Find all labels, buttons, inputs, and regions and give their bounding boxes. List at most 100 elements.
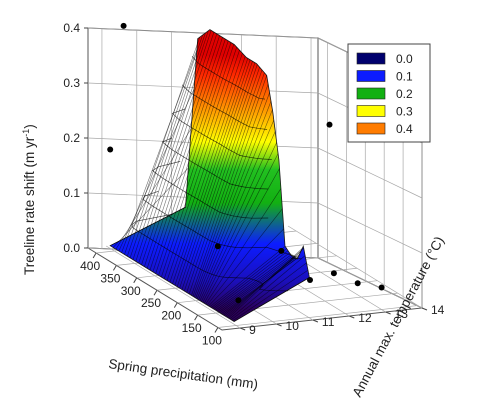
x-tick-mark <box>133 277 138 284</box>
observation-points <box>107 22 385 304</box>
mesh-line <box>188 72 265 295</box>
y-tick-mark <box>349 315 355 319</box>
mesh-line <box>138 32 215 264</box>
z-tick-label: 0.4 <box>63 21 80 35</box>
legend-swatch <box>356 70 386 82</box>
mesh-line <box>205 188 282 305</box>
legend-label: 0.4 <box>396 122 413 136</box>
mesh-line <box>208 228 285 307</box>
mesh-line <box>226 248 303 318</box>
mesh-line <box>110 206 186 246</box>
mesh-line <box>141 33 218 265</box>
x-tick-mark <box>112 265 117 271</box>
x-tick-mark <box>92 252 97 259</box>
legend-swatch <box>356 52 386 65</box>
mesh-line <box>228 248 304 319</box>
observation-point <box>378 284 385 291</box>
x-tick-mark <box>194 314 199 321</box>
contour-line <box>171 108 272 160</box>
z-tick-label: 0.2 <box>63 131 80 145</box>
mesh-line <box>192 83 269 297</box>
mesh-line <box>202 153 279 303</box>
mesh-line <box>181 64 258 290</box>
legend-swatch <box>356 87 386 100</box>
contour-line <box>181 84 268 130</box>
x-tick-label: 200 <box>161 309 181 323</box>
mesh-line <box>214 252 290 310</box>
y-tick-label: 13 <box>395 307 409 321</box>
x-tick-label: 400 <box>80 259 100 273</box>
surface-mesh <box>109 29 310 322</box>
z-tick-label: 0.1 <box>63 186 80 200</box>
mesh-line <box>191 75 267 296</box>
legend-label: 0.0 <box>396 52 413 66</box>
mesh-line <box>215 254 292 311</box>
mesh-line <box>166 53 243 281</box>
y-tick-label: 11 <box>322 315 335 329</box>
mesh-line <box>135 30 212 262</box>
x-axis-label: Spring precipitation (mm) <box>108 356 259 392</box>
y-axis-ticks: 9 10 11 12 13 14 <box>239 303 445 337</box>
mesh-line <box>132 30 209 260</box>
x-tick-label: 350 <box>100 271 120 285</box>
y-tick-mark <box>385 311 391 315</box>
mesh-line <box>216 255 293 312</box>
z-axis-label-superscript: -1 <box>21 129 31 137</box>
mesh-line <box>198 119 275 300</box>
x-tick-label: 300 <box>121 284 141 298</box>
mesh-line <box>144 35 220 267</box>
x-tick-mark <box>173 302 178 308</box>
observation-point <box>326 121 333 128</box>
z-axis-label: Treeline rate shift (m yr-1) <box>21 124 37 275</box>
mesh-line <box>195 100 272 299</box>
mesh-line <box>174 59 251 286</box>
mesh-line <box>206 208 283 306</box>
mesh-line <box>152 40 229 272</box>
y-tick-label: 9 <box>249 323 256 337</box>
surface-wireframe <box>110 30 310 322</box>
observation-point <box>354 280 361 287</box>
legend: 0.0 0.1 0.2 0.3 0.4 <box>347 43 431 143</box>
observation-point <box>214 243 221 250</box>
mesh-line <box>124 37 200 255</box>
floor-gridline <box>105 245 241 329</box>
floor-gridline <box>217 305 418 328</box>
observation-point <box>235 297 242 304</box>
mesh-line <box>169 56 246 283</box>
mesh-line <box>199 131 276 301</box>
mesh-line <box>233 277 310 322</box>
mesh-line <box>146 37 223 269</box>
observation-point <box>107 146 114 153</box>
observation-point <box>120 22 127 29</box>
mesh-line <box>231 262 307 321</box>
mesh-line <box>161 47 237 278</box>
mesh-line <box>158 44 235 276</box>
x-tick-mark <box>214 327 219 333</box>
mesh-line <box>194 92 270 298</box>
y-tick-mark <box>312 319 319 323</box>
mesh-line <box>229 255 306 320</box>
z-axis-ticks: 0.0 0.1 0.2 0.3 0.4 <box>63 21 88 255</box>
mesh-line <box>203 168 280 304</box>
mesh-line <box>172 58 249 284</box>
contour-line <box>151 161 269 219</box>
y-tick-label: 12 <box>358 311 372 325</box>
mesh-line <box>163 50 240 279</box>
mesh-line <box>179 62 256 289</box>
x-tick-label: 250 <box>141 296 161 310</box>
mesh-line <box>218 256 294 313</box>
y-tick-mark <box>421 307 428 311</box>
legend-label: 0.3 <box>396 105 413 119</box>
x-tick-label: 100 <box>202 334 222 348</box>
mesh-line <box>149 39 226 271</box>
legend-swatch <box>356 122 386 135</box>
x-tick-mark <box>153 289 158 296</box>
z-tick-label: 0.3 <box>63 76 80 90</box>
x-tick-label: 150 <box>182 321 202 335</box>
floor-gridline <box>287 225 423 309</box>
mesh-line <box>196 109 273 300</box>
y-tick-mark <box>276 323 282 327</box>
contour-line <box>142 190 302 260</box>
